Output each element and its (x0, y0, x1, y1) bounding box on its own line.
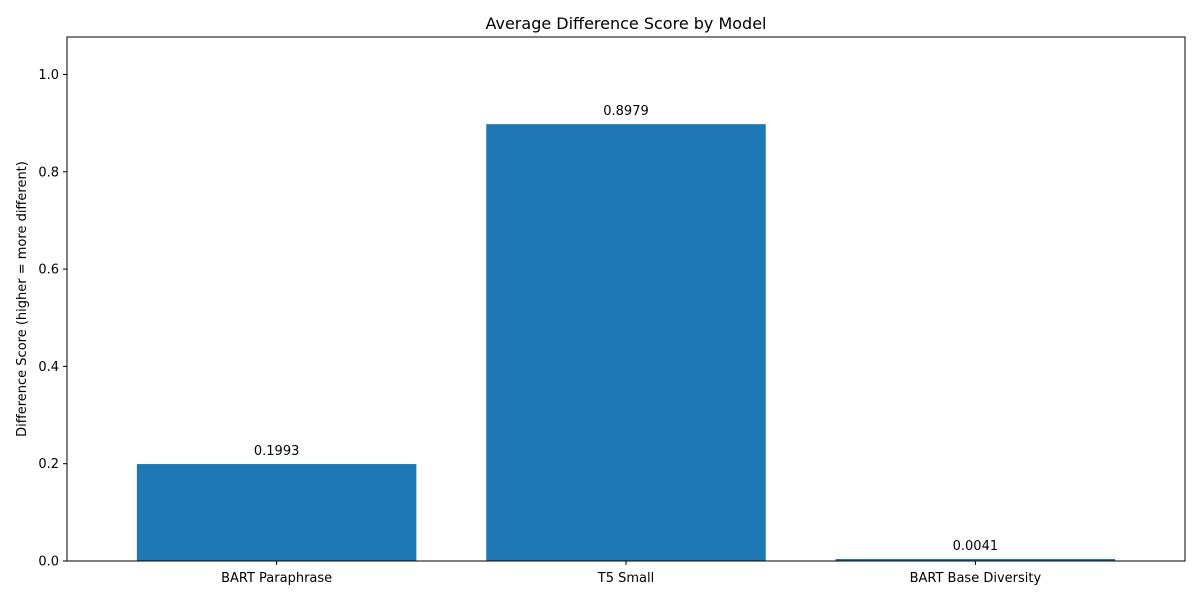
x-tick-label-0: BART Paraphrase (221, 571, 332, 586)
y-tick-label-5: 1.0 (38, 68, 59, 83)
bar-1 (486, 124, 766, 561)
bar-value-label-0: 0.1993 (254, 444, 300, 459)
y-axis-label: Difference Score (higher = more differen… (15, 161, 30, 437)
y-axis-ticks: 0.0 0.2 0.4 0.6 0.8 1.0 (38, 68, 67, 570)
x-tick-label-2: BART Base Diversity (910, 571, 1042, 586)
x-tick-label-1: T5 Small (597, 571, 654, 586)
y-tick-label-4: 0.8 (38, 165, 59, 180)
bar-value-label-1: 0.8979 (603, 104, 649, 119)
bar-2 (835, 559, 1116, 561)
y-tick-label-3: 0.6 (38, 263, 59, 278)
y-tick-label-2: 0.4 (38, 360, 59, 375)
y-tick-label-0: 0.0 (38, 555, 59, 570)
chart-title: Average Difference Score by Model (485, 14, 766, 33)
plot-frame (66, 36, 1186, 562)
x-axis-ticks: BART Paraphrase T5 Small BART Base Diversi… (221, 561, 1041, 586)
bar-value-label-2: 0.0041 (953, 539, 999, 554)
value-labels-layer: 0.1993 0.8979 0.0041 (254, 104, 998, 554)
bar-0 (136, 464, 417, 561)
y-tick-label-1: 0.2 (38, 457, 59, 472)
bars-layer (136, 124, 1116, 561)
